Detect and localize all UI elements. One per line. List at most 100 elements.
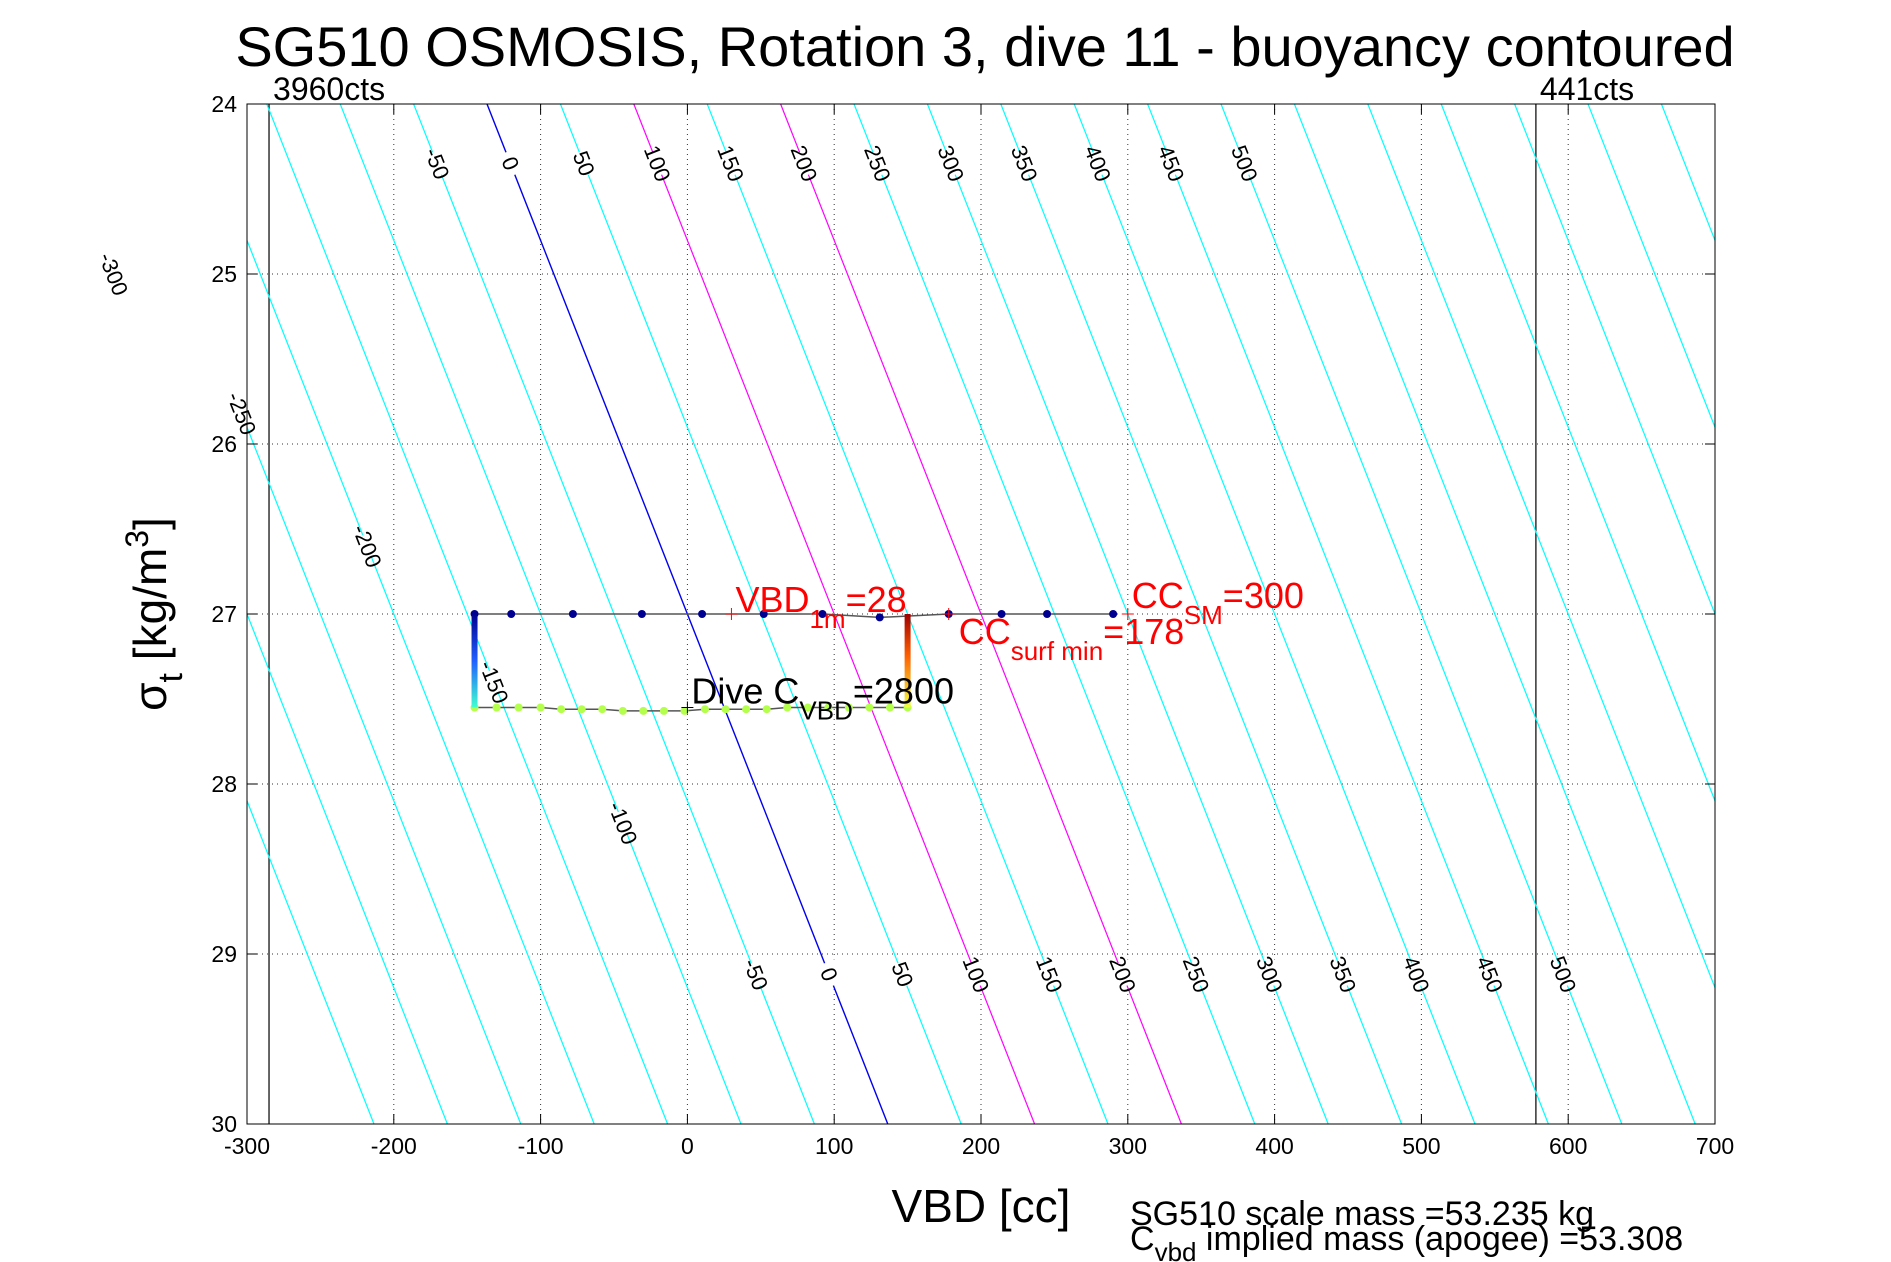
y-tick-label: 28 — [211, 771, 237, 797]
x-tick-label: -300 — [224, 1133, 270, 1159]
annotation-marker — [1121, 608, 1134, 620]
contour-label-left-bg — [342, 526, 392, 566]
contour-label-left-bg — [597, 803, 648, 843]
series-point — [875, 613, 884, 622]
contour-label-upper-bg — [705, 144, 756, 183]
y-axis-label: σt [kg/m3] — [119, 517, 190, 711]
contour-label-lower-bg — [1538, 955, 1588, 994]
series-line — [474, 613, 1114, 619]
annotation-marker — [681, 701, 694, 714]
annotation-base: Dive C — [691, 671, 799, 712]
contour-line — [1293, 104, 1696, 1124]
x-tick-label: 700 — [1696, 1133, 1734, 1159]
contour-line — [1735, 104, 1891, 1124]
series-point — [885, 703, 894, 712]
series-point — [865, 703, 874, 712]
footer-implied-mass-text: implied mass (apogee) =53.308 — [1196, 1220, 1683, 1258]
contour-label-lower-bg — [730, 955, 781, 994]
contour-label-lower-bg — [804, 955, 854, 994]
series-point — [844, 703, 853, 712]
contour-label-lower-bg — [1464, 955, 1515, 994]
series-point — [637, 610, 646, 618]
series-point — [536, 703, 545, 712]
contour-label-left-bg — [216, 394, 267, 433]
annotation-value: =2800 — [853, 671, 954, 712]
contour-label-lower-bg — [1391, 955, 1442, 994]
series-point — [557, 705, 566, 714]
annotation-subscript: SM — [1184, 600, 1223, 630]
reference-line-label: 3960cts — [273, 71, 385, 107]
plot-area: 3960cts 441cts -50 0 50 100 150 200 250 300 350 40… — [88, 71, 1891, 1125]
series-point — [492, 703, 501, 712]
series-point — [618, 706, 627, 715]
x-tick-label: 0 — [681, 1133, 694, 1159]
annotation-subscript: 1m — [809, 604, 845, 634]
annotation-value: =28 — [846, 579, 907, 620]
series-line — [474, 706, 908, 712]
contour-label-left-bg — [88, 254, 139, 294]
contour-line — [247, 425, 522, 1124]
series-point — [1109, 610, 1118, 618]
contour-line — [1587, 104, 1715, 429]
y-axis-label-symbol: σ — [124, 682, 176, 710]
series-point — [598, 705, 607, 714]
contour-label-lower-bg — [1171, 955, 1221, 994]
contour-line — [1220, 104, 1623, 1124]
series-point — [701, 705, 710, 714]
series-point — [721, 705, 730, 714]
series-point — [568, 610, 577, 618]
y-tick-label: 30 — [211, 1111, 237, 1137]
series-point — [997, 610, 1006, 618]
annotation-value: =300 — [1223, 575, 1304, 616]
contour-label-lower-bg — [950, 955, 1001, 994]
x-tick-label: -100 — [518, 1133, 564, 1159]
contour-label-upper-bg — [925, 144, 976, 183]
footer-scale-mass: SG510 scale mass =53.235 kg — [1130, 1195, 1594, 1233]
contour-label-lower-bg — [1244, 955, 1295, 994]
x-axis-ticks: -300 -200 -100 0 100 200 300 400 500 600 700 — [224, 104, 1734, 1159]
reference-line-label: 441cts — [1540, 71, 1634, 107]
contour-label-lower-bg — [1317, 955, 1368, 994]
contour-line — [247, 612, 448, 1124]
contour-label-lower-bg — [877, 955, 928, 994]
contour-labels: -50 0 50 100 150 200 250 300 350 400 450 500-300-25… — [88, 142, 1588, 996]
x-tick-label: 500 — [1402, 1133, 1440, 1159]
descent-segment — [471, 614, 478, 708]
contour-line — [266, 104, 669, 1124]
data-series — [470, 610, 1118, 715]
annotation-label: CCsurf min=178 — [959, 611, 1185, 666]
contour-label-upper-bg — [1146, 144, 1196, 183]
series-point — [742, 705, 751, 714]
annotation-marker — [725, 608, 738, 620]
series-point — [762, 705, 771, 714]
y-tick-label: 27 — [211, 601, 237, 627]
series-point — [507, 610, 516, 618]
y-axis-label-superscript: 3 — [119, 530, 155, 548]
footer-implied-mass-subscript: vbd — [1155, 1237, 1197, 1262]
series-point — [698, 610, 707, 618]
contour-label-upper-bg — [1072, 144, 1123, 183]
contour-line — [1073, 104, 1476, 1124]
annotation-base: CC — [1132, 575, 1184, 616]
y-axis-label-unit: [kg/m — [124, 548, 176, 673]
contour-line — [1367, 104, 1715, 990]
x-tick-label: 100 — [815, 1133, 853, 1159]
contour-label-upper-bg — [485, 144, 536, 183]
contour-label-lower-bg — [1097, 955, 1148, 994]
contour-label-upper-bg — [558, 144, 609, 183]
x-tick-label: 200 — [962, 1133, 1000, 1159]
footer-implied-mass: Cvbd implied mass (apogee) =53.308 — [1130, 1220, 1683, 1262]
series-point — [783, 703, 792, 712]
contour-line — [1000, 104, 1403, 1124]
series-point — [680, 706, 689, 715]
series-point — [639, 706, 648, 715]
annotation-marker — [942, 608, 955, 620]
x-tick-label: 600 — [1549, 1133, 1587, 1159]
series-point — [818, 610, 827, 618]
contour-line — [1440, 104, 1715, 803]
footer-implied-mass-symbol: C — [1130, 1220, 1155, 1258]
contour-label-upper-bg — [412, 144, 462, 183]
annotation-base: CC — [959, 611, 1011, 652]
